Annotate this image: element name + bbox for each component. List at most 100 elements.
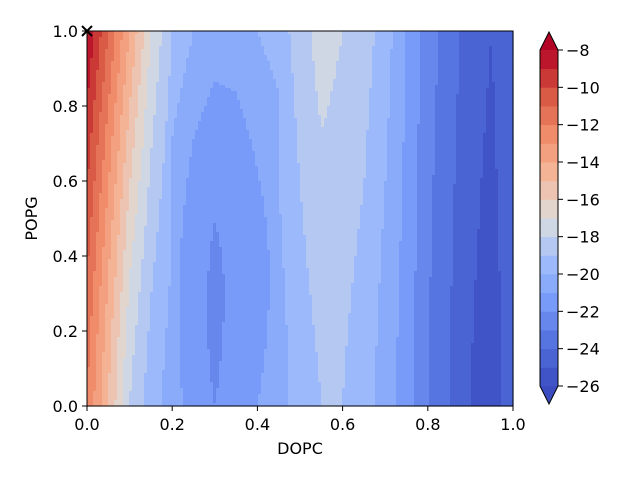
contour-cell — [138, 400, 142, 404]
contour-cell — [99, 340, 103, 344]
contour-cell — [123, 106, 127, 110]
contour-cell — [96, 172, 100, 176]
contour-cell — [132, 73, 136, 77]
contour-cell — [156, 247, 160, 251]
contour-cell — [123, 67, 127, 71]
contour-cell — [141, 31, 145, 35]
contour-cell — [162, 247, 166, 251]
contour-cell — [87, 166, 91, 170]
contour-cell — [87, 289, 91, 293]
contour-cell — [117, 364, 121, 368]
contour-cell — [159, 121, 163, 125]
contour-cell — [105, 238, 109, 242]
contour-cell — [132, 319, 136, 323]
contour-cell — [129, 103, 133, 107]
contour-cell — [90, 82, 94, 86]
contour-cell — [156, 73, 160, 77]
contour-cell — [159, 61, 163, 65]
contour-cell — [114, 232, 118, 236]
contour-cell — [141, 217, 145, 221]
contour-cell — [165, 382, 169, 386]
contour-cell — [108, 244, 112, 248]
contour-cell — [117, 253, 121, 257]
contour-cell — [93, 271, 97, 275]
contour-cell — [144, 208, 148, 212]
contour-cell — [111, 115, 115, 119]
contour-cell — [138, 40, 142, 44]
contour-cell — [99, 253, 103, 257]
contour-cell — [123, 373, 127, 377]
contour-cell — [153, 103, 157, 107]
contour-cell — [126, 181, 130, 185]
contour-cell — [138, 277, 142, 281]
contour-cell — [156, 55, 160, 59]
contour-cell — [105, 64, 109, 68]
contour-cell — [111, 334, 115, 338]
contour-cell — [159, 106, 163, 110]
contour-cell — [123, 370, 127, 374]
contour-cell — [141, 340, 145, 344]
contour-cell — [159, 367, 163, 371]
contour-cell — [138, 214, 142, 218]
contour-cell — [162, 256, 166, 260]
contour-cell — [108, 262, 112, 266]
contour-cell — [108, 85, 112, 89]
contour-cell — [165, 343, 169, 347]
contour-cell — [150, 331, 154, 335]
contour-cell — [96, 70, 100, 74]
contour-cell — [108, 361, 112, 365]
contour-cell — [162, 37, 166, 41]
contour-cell — [144, 403, 148, 407]
contour-cell — [150, 109, 154, 113]
contour-cell — [114, 193, 118, 197]
contour-cell — [159, 160, 163, 164]
contour-cell — [126, 235, 130, 239]
contour-cell — [105, 88, 109, 92]
contour-cell — [114, 400, 118, 404]
contour-cell — [102, 190, 106, 194]
contour-cell — [102, 85, 106, 89]
contour-cell — [108, 208, 112, 212]
contour-cell — [138, 343, 142, 347]
contour-cell — [156, 196, 160, 200]
contour-cell — [99, 370, 103, 374]
contour-cell — [111, 361, 115, 365]
contour-cell — [156, 178, 160, 182]
contour-cell — [150, 157, 154, 161]
contour-cell — [117, 52, 121, 56]
contour-cell — [90, 211, 94, 215]
contour-cell — [150, 94, 154, 98]
contour-cell — [120, 157, 124, 161]
contour-cell — [120, 376, 124, 380]
contour-cell — [105, 277, 109, 281]
contour-cell — [138, 310, 142, 314]
contour-cell — [138, 118, 142, 122]
contour-cell — [99, 364, 103, 368]
contour-cell — [141, 346, 145, 350]
contour-cell — [123, 358, 127, 362]
contour-cell — [144, 283, 148, 287]
contour-cell — [99, 259, 103, 263]
contour-cell — [90, 97, 94, 101]
contour-cell — [111, 202, 115, 206]
contour-cell — [153, 184, 157, 188]
contour-cell — [147, 37, 151, 41]
contour-cell — [150, 139, 154, 143]
contour-cell — [150, 259, 154, 263]
contour-cell — [108, 241, 112, 245]
contour-cell — [123, 322, 127, 326]
contour-cell — [123, 82, 127, 86]
contour-cell — [102, 400, 106, 404]
contour-cell — [114, 58, 118, 62]
contour-cell — [96, 145, 100, 149]
contour-cell — [87, 370, 91, 374]
contour-cell — [99, 64, 103, 68]
contour-cell — [135, 337, 139, 341]
contour-cell — [126, 259, 130, 263]
contour-cell — [159, 79, 163, 83]
contour-cell — [96, 268, 100, 272]
contour-cell — [102, 106, 106, 110]
contour-cell — [132, 370, 136, 374]
contour-cell — [156, 232, 160, 236]
contour-cell — [141, 151, 145, 155]
